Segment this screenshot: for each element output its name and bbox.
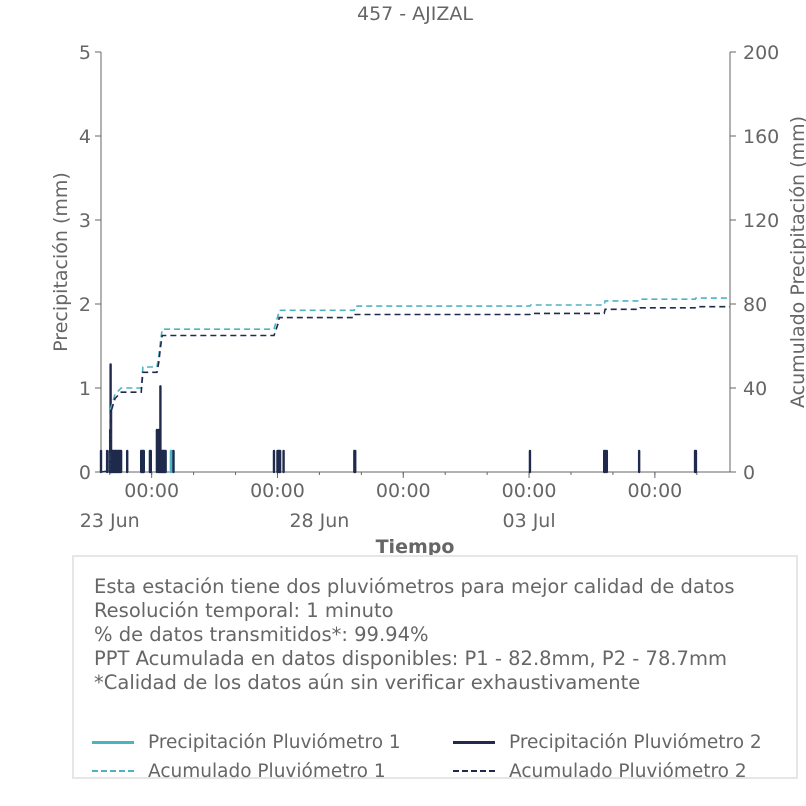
y-right-tick-label: 80 [743,294,767,316]
legend-label: Acumulado Pluviómetro 2 [509,760,747,782]
series-accumulated [100,297,730,473]
x-tick-label: 00:00 [124,480,179,502]
legend-item-precip-p2: Precipitación Pluviómetro 2 [453,729,762,755]
info-legend-box: Esta estación tiene dos pluviómetros par… [72,555,798,782]
y-right-tick-label: 40 [743,378,767,400]
legend-label: Acumulado Pluviómetro 1 [148,760,386,782]
x-axis-label: Tiempo [376,536,455,558]
legend-swatch-solid-icon [92,740,134,744]
legend-item-accum-p2: Acumulado Pluviómetro 2 [453,758,747,784]
info-line-dual-gauges: Esta estación tiene dos pluviómetros par… [94,575,735,598]
x-tick-label: 00:00 [250,480,305,502]
info-line-transmitted: % de datos transmitidos*: 99.94% [94,623,429,646]
legend-label: Precipitación Pluviómetro 2 [509,731,762,753]
y-right-tick-label: 120 [743,210,779,232]
y-axis-left-label: Precipitación (mm) [50,172,72,352]
accumulated-line [100,297,730,473]
legend-swatch-dashed-icon [453,770,495,772]
y-left-tick-label: 1 [79,378,91,400]
y-left-tick-label: 0 [79,462,91,484]
precipitation-chart: 457 - AJIZAL 0 1 2 3 4 5 0 40 80 120 160 200 00:00 00… [50,3,806,558]
y-right-tick-label: 160 [743,126,779,148]
info-line-quality-note: *Calidad de los datos aún sin verificar … [94,671,641,694]
y-left-tick-label: 5 [79,42,91,64]
legend-label: Precipitación Pluviómetro 1 [148,731,401,753]
legend-item-accum-p1: Acumulado Pluviómetro 1 [92,758,386,784]
x-date-label: 03 Jul [502,510,555,532]
chart-title: 457 - AJIZAL [357,3,473,25]
y-right-tick-label: 200 [743,42,779,64]
y-left-tick-label: 4 [79,126,91,148]
x-date-label: 28 Jun [289,510,349,532]
info-line-accumulated: PPT Acumulada en datos disponibles: P1 -… [94,647,727,670]
x-tick-label: 00:00 [502,480,557,502]
legend-swatch-dashed-icon [92,770,134,772]
y-left-tick-label: 3 [79,210,91,232]
x-tick-label: 00:00 [627,480,682,502]
legend-item-precip-p1: Precipitación Pluviómetro 1 [92,729,401,755]
y-left-tick-label: 2 [79,294,91,316]
legend-swatch-solid-icon [453,740,495,744]
x-date-label: 23 Jun [80,510,140,532]
y-right-tick-label: 0 [743,462,755,484]
y-axis-right-label: Acumulado Precipitación (mm) [787,116,806,408]
accumulated-line [100,305,730,473]
series-precip-p2 [99,363,698,474]
info-lines: Esta estación tiene dos pluviómetros par… [94,575,735,695]
info-line-resolution: Resolución temporal: 1 minuto [94,599,394,622]
x-tick-label: 00:00 [376,480,431,502]
series-precip-p1 [169,449,173,474]
chart-axes: 0 1 2 3 4 5 0 40 80 120 160 200 00:00 00:00 00:00 00:00… [79,42,779,532]
